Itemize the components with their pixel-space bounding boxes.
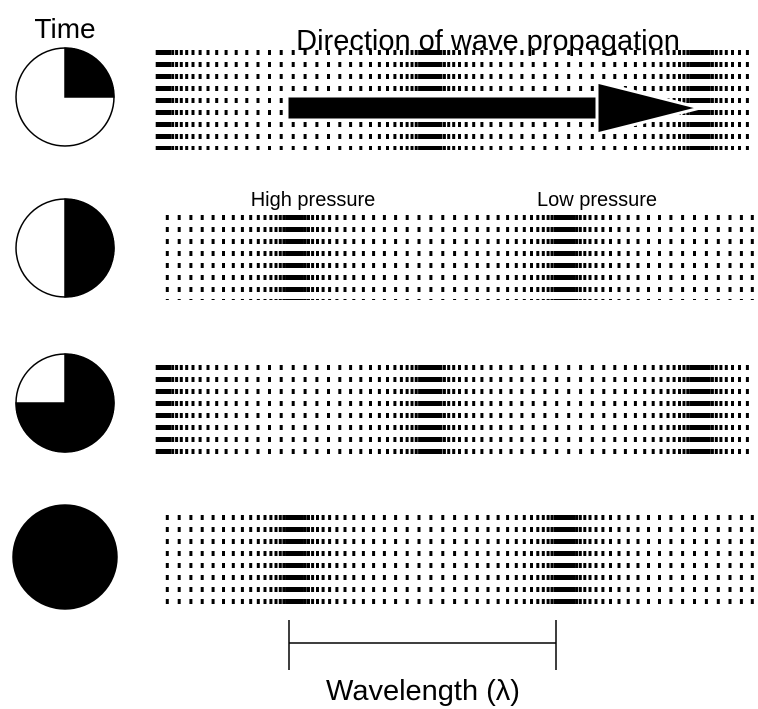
direction-label: Direction of wave propagation: [296, 25, 680, 57]
wavelength-label: Wavelength (λ): [326, 675, 520, 707]
time-clocks: [12, 47, 118, 610]
high-pressure-label: High pressure: [251, 189, 376, 211]
particle-field: [155, 50, 754, 605]
low-pressure-label: Low pressure: [537, 189, 657, 211]
direction-arrow: [285, 80, 701, 136]
wavelength-bracket: [288, 620, 557, 670]
time-label: Time: [34, 13, 95, 44]
